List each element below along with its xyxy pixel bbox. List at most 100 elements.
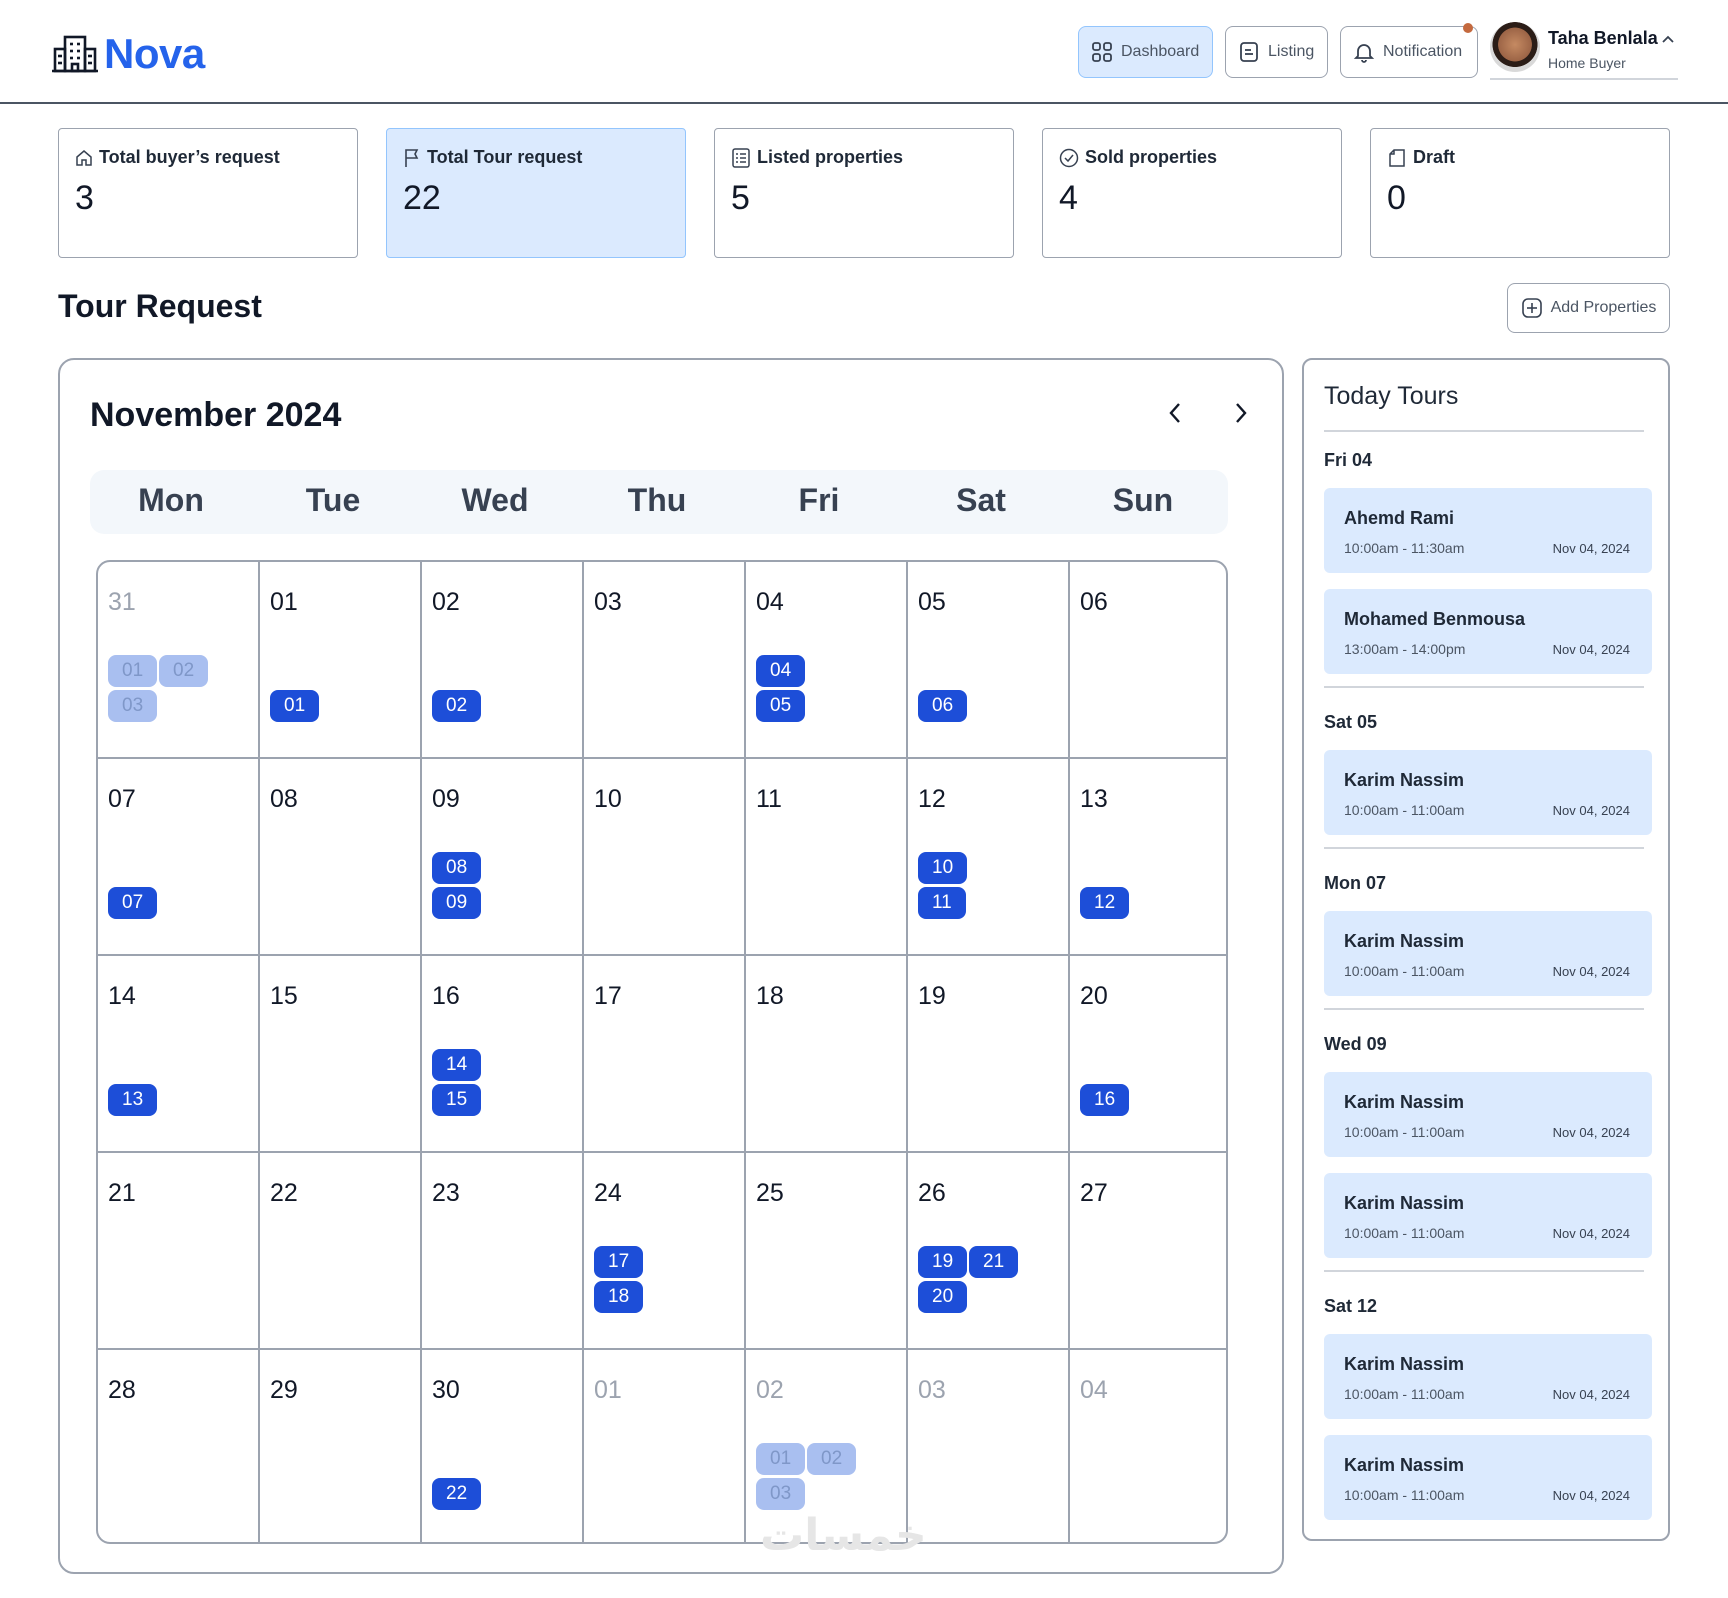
nav-listing-button[interactable]: Listing (1225, 26, 1328, 78)
calendar-day-cell[interactable]: 25 (746, 1153, 908, 1350)
tour-chip[interactable]: 08 (432, 852, 482, 884)
tour-chip[interactable]: 01 (108, 655, 158, 687)
tour-chip[interactable]: 10 (918, 852, 968, 884)
calendar-day-cell[interactable]: 27 (1070, 1153, 1226, 1350)
tour-chip[interactable]: 21 (969, 1246, 1019, 1278)
add-properties-button[interactable]: Add Properties (1507, 283, 1670, 333)
tour-card[interactable]: Karim Nassim 10:00am - 11:00am Nov 04, 202… (1324, 1334, 1652, 1419)
today-tours-title: Today Tours (1324, 382, 1459, 410)
tour-chip[interactable]: 12 (1080, 887, 1130, 919)
stat-card-sold-properties[interactable]: Sold properties 4 (1042, 128, 1342, 258)
day-number: 15 (270, 982, 298, 1010)
tour-chip[interactable]: 16 (1080, 1084, 1130, 1116)
chevron-right-icon[interactable] (1228, 400, 1252, 426)
calendar-day-cell[interactable]: 11 (746, 759, 908, 956)
tour-chip[interactable]: 22 (432, 1478, 482, 1510)
chevron-up-icon[interactable] (1660, 32, 1676, 48)
tour-card[interactable]: Karim Nassim 10:00am - 11:00am Nov 04, 202… (1324, 750, 1652, 835)
calendar-day-cell[interactable]: 15 (260, 956, 422, 1153)
user-menu[interactable]: Taha Benlala Home Buyer (1490, 22, 1678, 80)
calendar-day-cell[interactable]: 03 (584, 562, 746, 759)
day-number: 28 (108, 1376, 136, 1404)
stat-card-buyers-request[interactable]: Total buyer’s request 3 (58, 128, 358, 258)
tour-chip[interactable]: 05 (756, 690, 806, 722)
divider (1324, 1270, 1644, 1272)
calendar-day-cell[interactable]: 29 (260, 1350, 422, 1542)
calendar-day-cell[interactable]: 22 (260, 1153, 422, 1350)
tour-chip[interactable]: 15 (432, 1084, 482, 1116)
tour-card[interactable]: Mohamed Benmousa 13:00am - 14:00pm Nov 04,… (1324, 589, 1652, 674)
tour-chip[interactable]: 13 (108, 1084, 158, 1116)
tour-chip[interactable]: 01 (270, 690, 320, 722)
tour-chip[interactable]: 01 (756, 1443, 806, 1475)
calendar-day-cell[interactable]: 03 (908, 1350, 1070, 1542)
tour-chip[interactable]: 18 (594, 1281, 644, 1313)
calendar-day-cell[interactable]: 23 (422, 1153, 584, 1350)
calendar-day-cell[interactable]: 02 02 (422, 562, 584, 759)
calendar-day-cell[interactable]: 09 08 09 (422, 759, 584, 956)
notification-dot (1463, 23, 1473, 33)
calendar-day-cell[interactable]: 16 14 15 (422, 956, 584, 1153)
tour-time: 10:00am - 11:00am (1344, 1386, 1465, 1402)
calendar-day-cell[interactable]: 02 01 02 03 (746, 1350, 908, 1542)
tour-card[interactable]: Ahemd Rami 10:00am - 11:30am Nov 04, 2024 (1324, 488, 1652, 573)
stat-label: Draft (1413, 147, 1456, 167)
calendar-day-cell[interactable]: 06 (1070, 562, 1226, 759)
tour-chip[interactable]: 02 (159, 655, 209, 687)
calendar-day-cell[interactable]: 01 01 (260, 562, 422, 759)
calendar-day-cell[interactable]: 28 (98, 1350, 260, 1542)
calendar-day-cell[interactable]: 20 16 (1070, 956, 1226, 1153)
nav-dashboard-button[interactable]: Dashboard (1078, 26, 1213, 78)
calendar-day-cell[interactable]: 12 10 11 (908, 759, 1070, 956)
tour-chip[interactable]: 14 (432, 1049, 482, 1081)
tour-chip[interactable]: 07 (108, 887, 158, 919)
brand-logo[interactable]: Nova (52, 30, 205, 78)
calendar-day-cell[interactable]: 17 (584, 956, 746, 1153)
stat-value: 4 (1059, 179, 1078, 217)
tour-chip[interactable]: 02 (807, 1443, 857, 1475)
tour-chip[interactable]: 04 (756, 655, 806, 687)
check-circle-icon (1059, 148, 1079, 167)
calendar-day-cell[interactable]: 05 06 (908, 562, 1070, 759)
calendar-day-cell[interactable]: 19 (908, 956, 1070, 1153)
calendar-day-cell[interactable]: 01 (584, 1350, 746, 1542)
tour-chip[interactable]: 02 (432, 690, 482, 722)
day-number: 18 (756, 982, 784, 1010)
chevron-left-icon[interactable] (1164, 400, 1188, 426)
tour-card[interactable]: Karim Nassim 10:00am - 11:00am Nov 04, 202… (1324, 1435, 1652, 1520)
weekday-label: Fri (798, 482, 840, 518)
calendar-day-cell[interactable]: 07 07 (98, 759, 260, 956)
tour-chip[interactable]: 11 (918, 887, 966, 919)
calendar-day-cell[interactable]: 24 17 18 (584, 1153, 746, 1350)
calendar-day-cell[interactable]: 08 (260, 759, 422, 956)
tour-chip[interactable]: 09 (432, 887, 482, 919)
calendar-day-cell[interactable]: 10 (584, 759, 746, 956)
stat-card-listed-properties[interactable]: Listed properties 5 (714, 128, 1014, 258)
calendar-day-cell[interactable]: 26 19 21 20 (908, 1153, 1070, 1350)
tour-chip[interactable]: 03 (756, 1478, 806, 1510)
tour-card[interactable]: Karim Nassim 10:00am - 11:00am Nov 04, 202… (1324, 1072, 1652, 1157)
calendar-day-cell[interactable]: 18 (746, 956, 908, 1153)
tour-card[interactable]: Karim Nassim 10:00am - 11:00am Nov 04, 202… (1324, 911, 1652, 996)
stat-card-draft[interactable]: Draft 0 (1370, 128, 1670, 258)
tour-chip[interactable]: 06 (918, 690, 968, 722)
calendar-day-cell[interactable]: 14 13 (98, 956, 260, 1153)
calendar-day-cell[interactable]: 04 (1070, 1350, 1226, 1542)
add-properties-label: Add Properties (1550, 299, 1657, 316)
calendar-day-cell[interactable]: 30 22 (422, 1350, 584, 1542)
calendar-day-cell[interactable]: 13 12 (1070, 759, 1226, 956)
tour-chip[interactable]: 19 (918, 1246, 968, 1278)
tour-chip[interactable]: 03 (108, 690, 158, 722)
day-number: 03 (918, 1376, 946, 1404)
day-number: 17 (594, 982, 622, 1010)
tour-card[interactable]: Karim Nassim 10:00am - 11:00am Nov 04, 202… (1324, 1173, 1652, 1258)
tour-date: Nov 04, 2024 (1552, 964, 1630, 979)
calendar-day-cell[interactable]: 21 (98, 1153, 260, 1350)
tour-chip[interactable]: 17 (594, 1246, 644, 1278)
nav-notification-button[interactable]: Notification (1340, 23, 1478, 78)
stat-card-tour-request[interactable]: Total Tour request 22 (386, 128, 686, 258)
calendar-day-cell[interactable]: 04 04 05 (746, 562, 908, 759)
calendar-day-cell[interactable]: 31 01 02 03 (98, 562, 260, 759)
tour-chip[interactable]: 20 (918, 1281, 968, 1313)
nav-notification-label: Notification (1383, 43, 1463, 60)
